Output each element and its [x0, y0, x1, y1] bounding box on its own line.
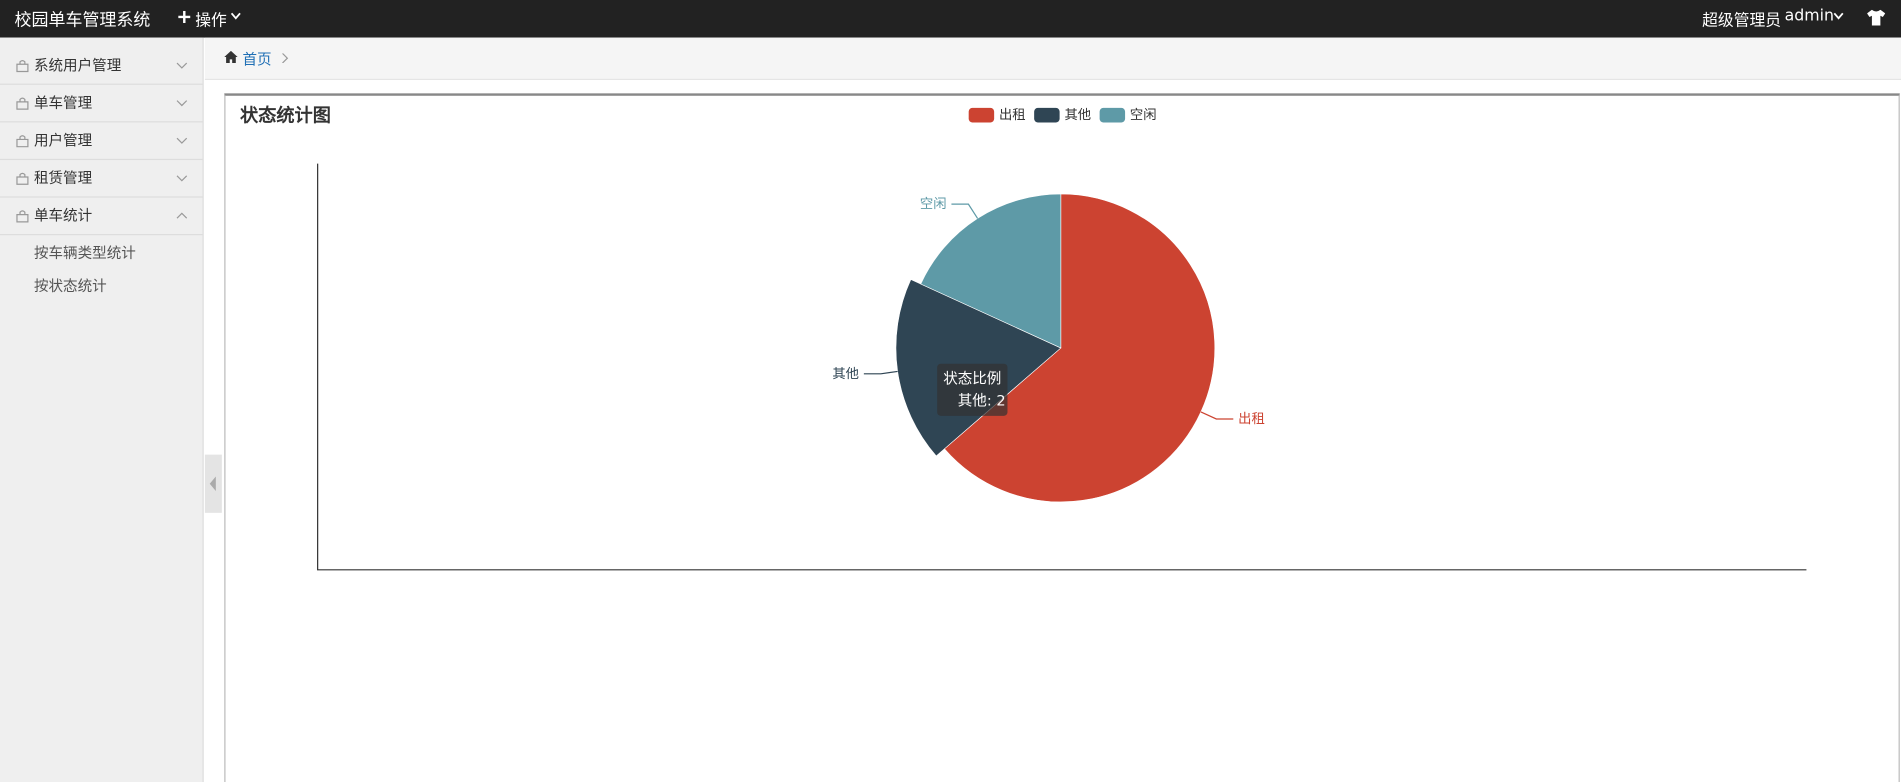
home-icon [224, 50, 238, 64]
axis-frame [317, 163, 1807, 571]
user-menu[interactable]: admin [1784, 7, 1834, 26]
tooltip-box [937, 363, 1008, 416]
menu-group[interactable]: 单车统计 [0, 198, 203, 236]
menu-icon [16, 172, 29, 185]
shirt-icon[interactable] [1867, 9, 1886, 26]
slice-label: 出租 [1238, 411, 1265, 427]
label-line [1200, 411, 1234, 420]
label-line [951, 203, 979, 219]
arrow [209, 476, 216, 492]
chevron [1833, 12, 1844, 20]
breadcrumb: 首页 [204, 37, 1901, 81]
legend-swatch [1034, 107, 1060, 123]
submenu-item[interactable]: 按状态统计 [33, 277, 107, 295]
chevron [176, 175, 188, 182]
menu-icon [16, 210, 29, 223]
chart-title: 状态统计图 [240, 104, 331, 126]
role: 超级管理员 [1702, 12, 1781, 31]
sidebar: 系统用户管理 单车管理 用户管理 租赁管理 单车统计 按车辆类型统计 按状态统计 [0, 37, 204, 782]
menu-icon [16, 135, 29, 148]
tooltip-text: 其他: 2 [958, 392, 1006, 409]
app-title: 校园单车管理系统 [14, 10, 151, 31]
chevron [176, 62, 188, 69]
menu-group[interactable]: 用户管理 [0, 122, 203, 161]
collapse-handle[interactable] [204, 454, 222, 513]
legend-label: 空闲 [1130, 107, 1157, 123]
chevron [176, 137, 188, 144]
slice-label: 空闲 [920, 196, 947, 212]
menu-group[interactable]: 单车管理 [0, 85, 203, 123]
legend-swatch [968, 107, 995, 123]
separator [282, 53, 289, 64]
menu-icon [16, 60, 29, 73]
legend-label: 出租 [999, 107, 1026, 123]
plus-icon [178, 10, 191, 24]
top-bar: 校园单车管理系统 操作 超级管理员 admin [0, 0, 1901, 38]
label-line [863, 370, 898, 375]
submenu: 按车辆类型统计 按状态统计 [0, 235, 202, 303]
legend-label: 其他 [1064, 107, 1091, 123]
legend-swatch [1099, 107, 1126, 123]
chevron [230, 12, 241, 20]
menu-group[interactable]: 系统用户管理 [0, 47, 203, 85]
slice-label: 其他 [832, 366, 859, 382]
tooltip-title: 状态比例 [943, 370, 1001, 387]
submenu-item[interactable]: 按车辆类型统计 [33, 244, 136, 262]
operate-menu[interactable]: 操作 [195, 12, 227, 31]
chevron [176, 212, 188, 219]
menu-group[interactable]: 租赁管理 [0, 160, 203, 198]
home-link[interactable]: 首页 [242, 50, 272, 68]
pie-slice [920, 193, 1062, 349]
menu-icon [16, 97, 29, 110]
chevron [176, 100, 188, 107]
